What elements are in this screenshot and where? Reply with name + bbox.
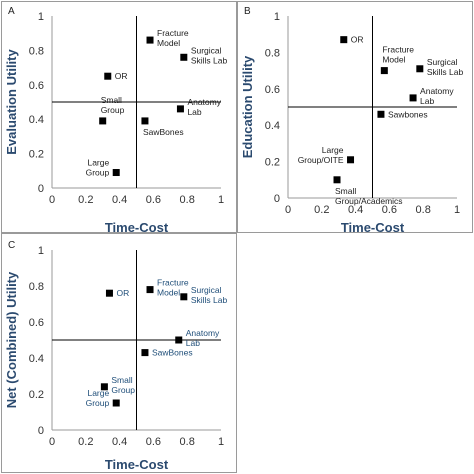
panel-a-y-tick: 0 xyxy=(38,183,44,195)
panel-b-x-axis-title: Time-Cost xyxy=(341,220,405,235)
panel-c-y-tick: 0.6 xyxy=(29,317,44,329)
panel-c-point xyxy=(112,399,120,407)
panel-c-point-label: Small Group xyxy=(111,375,135,395)
panel-c-point-label: SawBones xyxy=(152,348,193,358)
panel-a-point-label: OR xyxy=(115,71,128,81)
panel-b-y-axis-title: Education Utility xyxy=(240,55,255,158)
panel-b-y-tick: 0.8 xyxy=(265,47,280,59)
panel-a-x-tick: 0.2 xyxy=(78,194,93,206)
panel-b-letter: B xyxy=(244,6,251,17)
panel-b-y-tick: 1 xyxy=(274,11,280,23)
panel-a-x-tick: 0.6 xyxy=(146,194,161,206)
panel-c-point-label: Anatomy Lab xyxy=(186,328,220,348)
panel-c-y-tick: 0.4 xyxy=(29,353,44,365)
panel-b-point-label: Large Group/OITE xyxy=(298,145,344,165)
panel-c-y-tick: 0.2 xyxy=(29,389,44,401)
panel-b-point-label: Small Group/Academics xyxy=(335,186,403,206)
panel-c-y-tick: 0 xyxy=(38,425,44,437)
panel-a-point-label: Surgical Skills Lab xyxy=(191,45,228,65)
panel-c-point-label: Fracture Model xyxy=(157,278,189,298)
panel-c-point xyxy=(180,293,188,301)
panel-b-y-tick: 0.4 xyxy=(265,120,280,132)
panel-c-point xyxy=(175,336,183,344)
panel-c-point xyxy=(100,383,108,391)
panel-b-point-label: Anatomy Lab xyxy=(420,86,454,106)
panel-b xyxy=(237,1,473,233)
panel-a-letter: A xyxy=(8,6,15,17)
panel-b-x-tick: 0.2 xyxy=(314,204,329,216)
panel-b-point xyxy=(409,94,417,102)
panel-c-x-tick: 0.6 xyxy=(146,436,161,448)
panel-a-x-tick: 1 xyxy=(218,194,224,206)
panel-a-point-label: Anatomy Lab xyxy=(187,97,221,117)
panel-a-point-label: Large Group xyxy=(86,158,110,178)
panel-a-point xyxy=(146,36,154,44)
panel-b-point xyxy=(380,67,388,75)
panel-a-x-tick: 0 xyxy=(49,194,55,206)
panel-a-y-axis-title: Evaluation Utility xyxy=(4,49,19,155)
panel-c-point xyxy=(141,349,149,357)
panel-b-point xyxy=(340,36,348,44)
panel-a-point xyxy=(112,169,120,177)
panel-b-point-label: OR xyxy=(351,35,364,45)
panel-c-y-tick: 1 xyxy=(38,245,44,257)
panel-a-y-tick: 0.4 xyxy=(29,114,44,126)
panel-a xyxy=(1,1,237,233)
panel-b-y-tick: 0.6 xyxy=(265,84,280,96)
panel-b-y-tick: 0 xyxy=(274,193,280,205)
panel-a-point xyxy=(176,105,184,113)
panel-a-point xyxy=(99,117,107,125)
panel-a-y-tick: 0.8 xyxy=(29,45,44,57)
panel-c xyxy=(1,233,237,473)
panel-a-point-label: Fracture Model xyxy=(157,28,189,48)
panel-a-y-tick: 1 xyxy=(38,11,44,23)
panel-b-x-tick: 0.8 xyxy=(416,204,431,216)
panel-b-point xyxy=(377,110,385,118)
panel-b-point-label: Surgical Skills Lab xyxy=(427,57,464,77)
panel-a-y-tick: 0.2 xyxy=(29,149,44,161)
panel-a-point xyxy=(180,53,188,61)
panel-a-y-tick: 0.6 xyxy=(29,80,44,92)
panel-c-x-tick: 0.8 xyxy=(180,436,195,448)
panel-b-point xyxy=(333,176,341,184)
panel-a-point xyxy=(104,72,112,80)
panel-b-x-tick: 0 xyxy=(285,204,291,216)
panel-c-x-tick: 0.4 xyxy=(112,436,127,448)
panel-c-y-tick: 0.8 xyxy=(29,281,44,293)
panel-b-point xyxy=(347,156,355,164)
panel-c-point-label: Surgical Skills Lab xyxy=(191,285,228,305)
panel-c-letter: C xyxy=(8,240,15,251)
panel-c-point-label: Large Group xyxy=(86,388,110,408)
panel-c-point-label: OR xyxy=(116,288,129,298)
panel-a-point-label: SawBones xyxy=(143,127,184,137)
panel-c-x-tick: 0.2 xyxy=(78,436,93,448)
panel-b-x-tick: 0.6 xyxy=(382,204,397,216)
panel-a-point xyxy=(141,117,149,125)
panel-c-point xyxy=(105,289,113,297)
panel-a-x-tick: 0.8 xyxy=(180,194,195,206)
panel-b-point-label: Fracture Model xyxy=(382,45,414,65)
panel-a-x-tick: 0.4 xyxy=(112,194,127,206)
panel-b-x-tick: 0.4 xyxy=(348,204,363,216)
panel-b-y-tick: 0.2 xyxy=(265,157,280,169)
panel-a-point-label: Small Group xyxy=(101,95,125,115)
panel-c-x-tick: 1 xyxy=(218,436,224,448)
panel-b-point-label: Sawbones xyxy=(388,109,428,119)
panel-a-x-axis-title: Time-Cost xyxy=(105,220,169,235)
panel-c-x-tick: 0 xyxy=(49,436,55,448)
panel-b-point xyxy=(416,65,424,73)
panel-c-point xyxy=(146,286,154,294)
panel-c-x-axis-title: Time-Cost xyxy=(105,457,169,472)
panel-b-x-tick: 1 xyxy=(454,204,460,216)
panel-c-y-axis-title: Net (Combined) Utility xyxy=(4,271,19,408)
